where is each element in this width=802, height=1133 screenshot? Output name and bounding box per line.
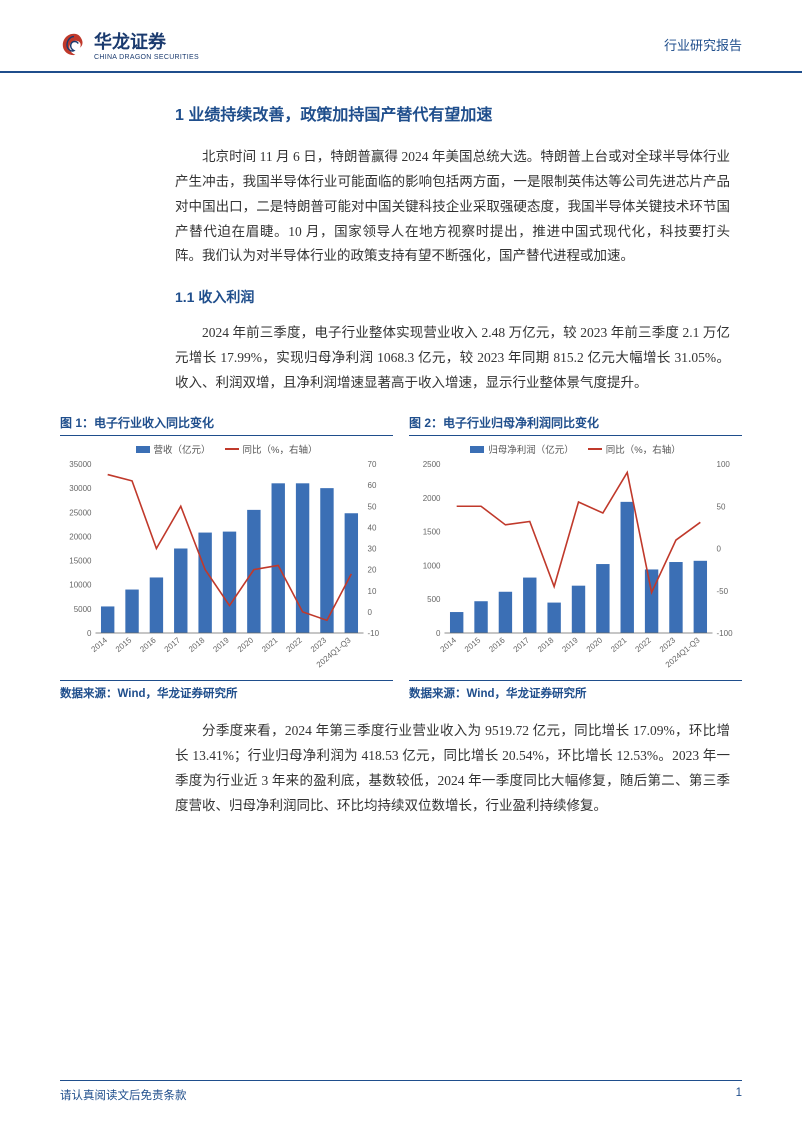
svg-text:-50: -50 [717, 587, 729, 596]
svg-text:0: 0 [368, 608, 373, 617]
chart-2-legend-bar: 归母净利润（亿元） [488, 442, 574, 456]
svg-text:2017: 2017 [163, 636, 183, 655]
chart-2-svg: 05001000150020002500-100-500501002014201… [409, 458, 742, 673]
chart-2-source: 数据来源：Wind，华龙证券研究所 [409, 680, 742, 701]
body-content-2: 分季度来看，2024 年第三季度行业营业收入为 9519.72 亿元，同比增长 … [0, 701, 802, 819]
svg-text:10000: 10000 [69, 581, 92, 590]
chart-1-legend-bar: 营收（亿元） [154, 442, 211, 456]
svg-text:40: 40 [368, 524, 377, 533]
svg-text:100: 100 [717, 460, 731, 469]
svg-text:1000: 1000 [423, 562, 441, 571]
body-content: 1 业绩持续改善，政策加持国产替代有望加速 北京时间 11 月 6 日，特朗普赢… [0, 73, 802, 396]
svg-text:0: 0 [436, 629, 441, 638]
svg-text:50: 50 [717, 502, 726, 511]
line-legend-icon [588, 448, 602, 450]
page-number: 1 [736, 1087, 742, 1103]
chart-2-legend-line: 同比（%，右轴） [606, 442, 681, 456]
chart-1-title: 图 1：电子行业收入同比变化 [60, 414, 393, 436]
svg-text:2000: 2000 [423, 494, 441, 503]
svg-text:2018: 2018 [187, 636, 207, 655]
svg-text:2018: 2018 [536, 636, 556, 655]
svg-text:2023: 2023 [658, 636, 678, 655]
bar-legend-icon [470, 446, 484, 453]
chart-1-source: 数据来源：Wind，华龙证券研究所 [60, 680, 393, 701]
chart-2-title: 图 2：电子行业归母净利润同比变化 [409, 414, 742, 436]
svg-text:2015: 2015 [114, 636, 134, 655]
svg-text:50: 50 [368, 502, 377, 511]
svg-text:2015: 2015 [463, 636, 483, 655]
section-1-1-title: 1.1 收入利润 [175, 285, 730, 311]
section-1-title: 1 业绩持续改善，政策加持国产替代有望加速 [175, 101, 730, 131]
svg-text:0: 0 [87, 629, 92, 638]
svg-text:-100: -100 [717, 629, 734, 638]
logo-text-en: CHINA DRAGON SECURITIES [94, 54, 199, 61]
chart-1-block: 图 1：电子行业收入同比变化 营收（亿元） 同比（%，右轴） 050001000… [60, 414, 393, 701]
svg-text:25000: 25000 [69, 509, 92, 518]
section-1-para-1: 北京时间 11 月 6 日，特朗普赢得 2024 年美国总统大选。特朗普上台或对… [175, 145, 730, 270]
svg-text:60: 60 [368, 481, 377, 490]
section-1-1-para: 2024 年前三季度，电子行业整体实现营业收入 2.48 万亿元，较 2023 … [175, 321, 730, 396]
chart-2-block: 图 2：电子行业归母净利润同比变化 归母净利润（亿元） 同比（%，右轴） 0 50… [409, 414, 742, 701]
svg-text:35000: 35000 [69, 460, 92, 469]
chart-2-legend: 归母净利润（亿元） 同比（%，右轴） [409, 442, 742, 456]
svg-text:-10: -10 [368, 629, 380, 638]
page-header: 华龙证券 CHINA DRAGON SECURITIES 行业研究报告 [0, 0, 802, 73]
svg-text:2020: 2020 [585, 636, 605, 655]
svg-text:2016: 2016 [487, 636, 507, 655]
svg-text:30: 30 [368, 545, 377, 554]
svg-text:2019: 2019 [211, 636, 231, 655]
logo: 华龙证券 CHINA DRAGON SECURITIES [60, 28, 199, 61]
svg-text:0: 0 [717, 545, 722, 554]
svg-text:15000: 15000 [69, 557, 92, 566]
svg-text:20000: 20000 [69, 533, 92, 542]
chart-1-legend-line: 同比（%，右轴） [243, 442, 318, 456]
line-legend-icon [225, 448, 239, 450]
svg-text:30000: 30000 [69, 484, 92, 493]
svg-text:2017: 2017 [512, 636, 532, 655]
svg-text:10: 10 [368, 587, 377, 596]
svg-text:1500: 1500 [423, 528, 441, 537]
chart-1-legend: 营收（亿元） 同比（%，右轴） [60, 442, 393, 456]
svg-text:2023: 2023 [309, 636, 329, 655]
report-type-label: 行业研究报告 [664, 35, 742, 54]
svg-text:2021: 2021 [609, 636, 629, 655]
logo-text-cn: 华龙证券 [94, 28, 199, 54]
svg-text:70: 70 [368, 460, 377, 469]
page-footer: 请认真阅读文后免责条款 1 [60, 1080, 742, 1103]
chart-1-svg: 0 5000 10000 15000 20000 25000 30000 35000 -10 0 1… [60, 458, 393, 673]
svg-text:2016: 2016 [138, 636, 158, 655]
svg-text:2014: 2014 [90, 636, 110, 655]
svg-text:5000: 5000 [74, 605, 92, 614]
bar-legend-icon [136, 446, 150, 453]
svg-text:20: 20 [368, 566, 377, 575]
svg-text:2020: 2020 [236, 636, 256, 655]
svg-text:2019: 2019 [560, 636, 580, 655]
svg-text:2022: 2022 [633, 636, 653, 655]
disclaimer-text: 请认真阅读文后免责条款 [60, 1087, 187, 1103]
svg-text:2014: 2014 [439, 636, 459, 655]
section-1-1-para-2: 分季度来看，2024 年第三季度行业营业收入为 9519.72 亿元，同比增长 … [175, 719, 730, 819]
svg-text:2500: 2500 [423, 460, 441, 469]
svg-text:500: 500 [427, 595, 441, 604]
charts-row: 图 1：电子行业收入同比变化 营收（亿元） 同比（%，右轴） 050001000… [0, 406, 802, 701]
svg-text:2021: 2021 [260, 636, 280, 655]
dragon-swirl-icon [60, 31, 88, 59]
svg-text:2022: 2022 [284, 636, 304, 655]
